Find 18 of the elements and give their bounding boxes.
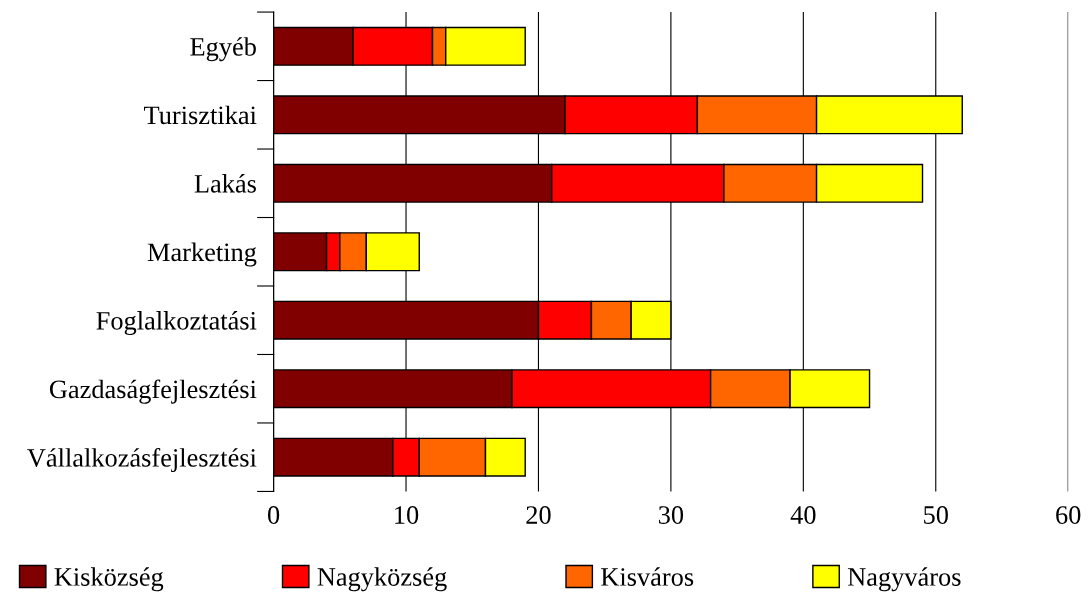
x-tick-label: 50 <box>924 506 948 524</box>
legend-label: Kisközség <box>54 567 164 592</box>
y-tick-label: Lakás <box>194 174 256 193</box>
y-tick-label: Egyéb <box>190 37 256 62</box>
x-tick-label: 30 <box>658 506 684 524</box>
legend-label: Nagyváros <box>847 567 961 592</box>
x-tick-label: 40 <box>790 506 816 524</box>
y-tick-label: Marketing <box>147 242 257 267</box>
x-tick-label: 10 <box>395 506 419 524</box>
y-tick-label: Turisztikai <box>144 105 257 125</box>
x-tick-label: 20 <box>526 506 551 524</box>
y-tick-label: Gazdaságfejlesztési <box>49 379 257 404</box>
y-tick-label: Vállalkozásfejlesztési <box>27 447 257 473</box>
x-tick-label: 0 <box>268 506 280 524</box>
legend-label: Kisváros <box>601 567 694 586</box>
y-tick-label: Foglalkoztatási <box>96 311 257 336</box>
legend-label: Nagyközség <box>317 567 447 592</box>
x-tick-label: 60 <box>1056 506 1081 524</box>
